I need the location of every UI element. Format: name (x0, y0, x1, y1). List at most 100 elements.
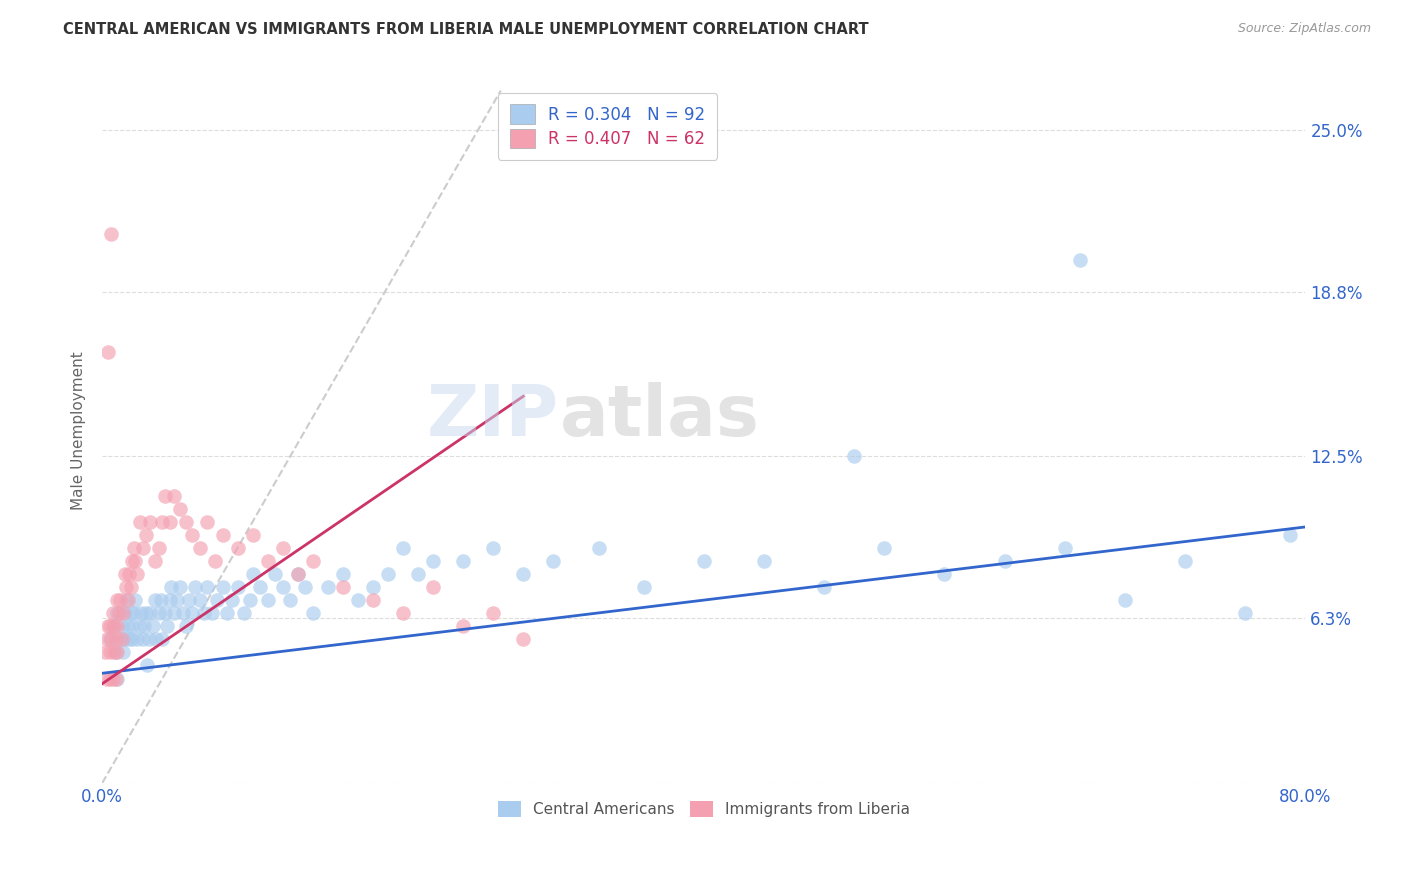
Legend: Central Americans, Immigrants from Liberia: Central Americans, Immigrants from Liber… (491, 794, 918, 825)
Point (160, 580, 183, 594)
Point (110, 593, 132, 607)
Point (105, 619, 128, 633)
Point (294, 580, 316, 594)
Point (169, 580, 191, 594)
Point (124, 593, 146, 607)
Point (163, 606, 186, 620)
Point (115, 593, 138, 607)
Point (159, 593, 181, 607)
Point (264, 566, 287, 581)
Point (1069, 253, 1091, 268)
Point (271, 541, 294, 555)
Point (94, 645, 117, 659)
Point (211, 580, 233, 594)
Point (122, 541, 145, 555)
Point (242, 528, 264, 542)
Point (148, 606, 170, 620)
Point (201, 606, 224, 620)
Point (512, 566, 534, 581)
Point (125, 566, 148, 581)
Point (361, 580, 384, 594)
Point (316, 580, 339, 594)
Point (105, 672, 128, 686)
Point (104, 672, 127, 686)
Point (179, 593, 201, 607)
Point (150, 632, 173, 647)
Point (256, 593, 278, 607)
Point (169, 501, 191, 516)
Point (149, 593, 172, 607)
Point (118, 566, 141, 581)
Point (392, 541, 415, 555)
Point (122, 606, 145, 620)
Point (347, 593, 370, 607)
Point (588, 541, 610, 555)
Point (139, 606, 162, 620)
Point (98, 645, 121, 659)
Point (221, 593, 243, 607)
Point (101, 672, 124, 686)
Point (120, 580, 142, 594)
Point (121, 554, 143, 568)
Point (188, 593, 211, 607)
Point (232, 606, 254, 620)
Point (143, 554, 166, 568)
Point (543, 554, 565, 568)
Point (110, 632, 132, 647)
Point (142, 619, 165, 633)
Point (934, 566, 956, 581)
Point (104, 645, 127, 659)
Point (301, 606, 323, 620)
Point (115, 580, 138, 594)
Point (844, 450, 866, 464)
Point (159, 515, 181, 529)
Point (184, 580, 207, 594)
Point (114, 632, 136, 647)
Point (752, 554, 775, 568)
Point (139, 515, 162, 529)
Point (125, 632, 148, 647)
Point (204, 554, 226, 568)
Point (100, 632, 122, 647)
Point (112, 606, 135, 620)
Point (451, 619, 474, 633)
Text: atlas: atlas (560, 382, 759, 450)
Point (143, 593, 166, 607)
Point (1279, 528, 1302, 542)
Point (873, 541, 896, 555)
Point (422, 554, 444, 568)
Point (105, 606, 128, 620)
Point (105, 593, 128, 607)
Point (145, 632, 167, 647)
Point (155, 489, 177, 503)
Point (278, 593, 301, 607)
Point (163, 489, 186, 503)
Point (107, 606, 129, 620)
Point (155, 606, 177, 620)
Point (994, 554, 1017, 568)
Point (135, 528, 157, 542)
Point (226, 541, 249, 555)
Point (256, 554, 278, 568)
Point (98, 619, 121, 633)
Point (97, 619, 120, 633)
Text: Source: ZipAtlas.com: Source: ZipAtlas.com (1237, 22, 1371, 36)
Point (101, 606, 124, 620)
Point (693, 554, 716, 568)
Point (166, 593, 188, 607)
Text: CENTRAL AMERICAN VS IMMIGRANTS FROM LIBERIA MALE UNEMPLOYMENT CORRELATION CHART: CENTRAL AMERICAN VS IMMIGRANTS FROM LIBE… (63, 22, 869, 37)
Point (422, 580, 444, 594)
Point (111, 632, 134, 647)
Point (1114, 593, 1136, 607)
Point (131, 606, 153, 620)
Point (211, 528, 233, 542)
Point (242, 566, 264, 581)
Point (103, 619, 125, 633)
Point (1053, 541, 1076, 555)
Point (451, 554, 474, 568)
Point (215, 606, 238, 620)
Point (135, 606, 157, 620)
Point (406, 566, 429, 581)
Point (287, 566, 309, 581)
Point (205, 593, 228, 607)
